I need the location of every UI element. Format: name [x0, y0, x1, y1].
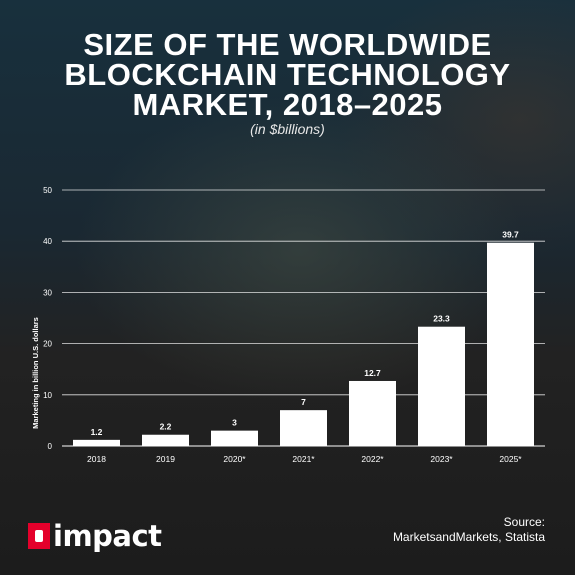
bar [418, 326, 465, 446]
y-axis-label: Marketing in billion U.S. dollars [31, 317, 40, 429]
bar-value-label: 23.3 [433, 314, 450, 324]
chart-subtitle: (in $billions) [250, 121, 325, 137]
bar-value-label: 2.2 [160, 422, 172, 432]
title-line-1: SIZE OF THE WORLDWIDE [83, 27, 492, 62]
y-tick-label: 20 [43, 340, 52, 349]
impact-logo: impact [28, 518, 162, 554]
y-tick-label: 40 [43, 237, 52, 246]
bar-value-label: 3 [232, 418, 237, 428]
y-tick-label: 10 [43, 391, 52, 400]
source-label: Source: [503, 515, 545, 529]
x-tick-label: 2022* [361, 454, 384, 464]
chart-title: SIZE OF THE WORLDWIDE BLOCKCHAIN TECHNOL… [0, 27, 575, 122]
bar-value-label: 1.2 [91, 427, 103, 437]
title-line-3: MARKET, 2018–2025 [132, 87, 443, 122]
bar [142, 434, 189, 446]
bar [349, 380, 396, 446]
bar [487, 242, 534, 446]
x-tick-label: 2025* [499, 454, 522, 464]
y-tick-label: 50 [43, 186, 52, 195]
x-tick-label: 2019 [156, 454, 175, 464]
impact-logo-mark-icon [28, 523, 50, 549]
bar-value-label: 39.7 [502, 230, 519, 240]
brand-name: impact [53, 519, 162, 553]
x-tick-label: 2021* [292, 454, 315, 464]
x-tick-label: 2018 [87, 454, 106, 464]
bar-value-label: 12.7 [364, 368, 381, 378]
y-tick-label: 30 [43, 288, 52, 297]
bar [280, 410, 327, 446]
bar-value-label: 7 [301, 397, 306, 407]
source-text: MarketsandMarkets, Statista [392, 530, 545, 544]
source-note: Source: MarketsandMarkets, Statista [393, 515, 545, 545]
y-tick-label: 0 [48, 442, 53, 451]
bar [73, 439, 120, 446]
title-line-2: BLOCKCHAIN TECHNOLOGY [64, 57, 511, 92]
x-tick-label: 2020* [223, 454, 246, 464]
bar [211, 430, 258, 446]
x-tick-label: 2023* [430, 454, 453, 464]
